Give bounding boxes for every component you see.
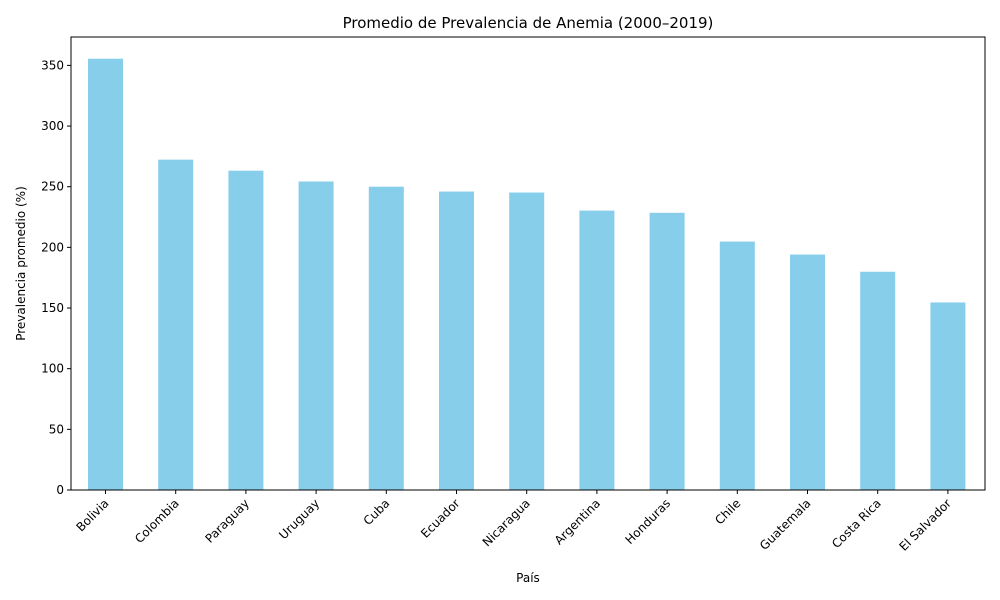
bar — [579, 210, 615, 490]
bar — [930, 302, 966, 490]
bar — [368, 186, 404, 491]
bar — [298, 181, 334, 490]
plot-frame — [70, 36, 986, 491]
y-tick-label: 100 — [41, 362, 64, 376]
x-tick-label: Honduras — [622, 496, 673, 547]
bar — [649, 212, 685, 490]
bar — [719, 241, 755, 490]
x-tick-label: Chile — [712, 496, 743, 527]
x-tick-label: El Salvador — [896, 496, 954, 554]
y-axis-label: Prevalencia promedio (%) — [14, 186, 28, 341]
x-tick-label: Nicaragua — [480, 496, 533, 549]
x-tick-label: Cuba — [361, 496, 393, 528]
x-tick-label: Bolivia — [73, 496, 111, 534]
y-tick-label: 350 — [41, 58, 64, 72]
x-tick-label: Ecuador — [418, 496, 463, 541]
bar — [439, 191, 474, 490]
bar — [228, 170, 264, 490]
bar — [88, 58, 123, 491]
x-tick-label: Costa Rica — [829, 496, 884, 551]
chart-title: Promedio de Prevalencia de Anemia (2000–… — [343, 14, 714, 32]
x-tick-label: Colombia — [132, 496, 182, 546]
x-tick-label: Argentina — [552, 496, 603, 547]
bar — [509, 192, 545, 491]
y-tick-label: 150 — [41, 301, 64, 315]
x-axis: Bolivia Colombia Paraguay Uruguay Cuba Ecuado… — [73, 490, 954, 554]
x-tick-label: Paraguay — [203, 496, 253, 546]
y-tick-label: 0 — [56, 483, 64, 497]
bar — [790, 254, 825, 490]
bars-group — [88, 58, 966, 491]
bar — [158, 159, 194, 491]
x-axis-label: País — [516, 571, 540, 585]
x-tick-label: Uruguay — [276, 496, 322, 542]
y-tick-label: 50 — [49, 422, 64, 436]
y-tick-label: 250 — [41, 180, 64, 194]
y-tick-label: 300 — [41, 119, 64, 133]
x-tick-label: Guatemala — [757, 496, 814, 553]
bar — [860, 271, 896, 490]
y-tick-label: 200 — [41, 240, 64, 254]
y-axis: 0 50 100 150 200 250 300 350 — [41, 58, 71, 497]
